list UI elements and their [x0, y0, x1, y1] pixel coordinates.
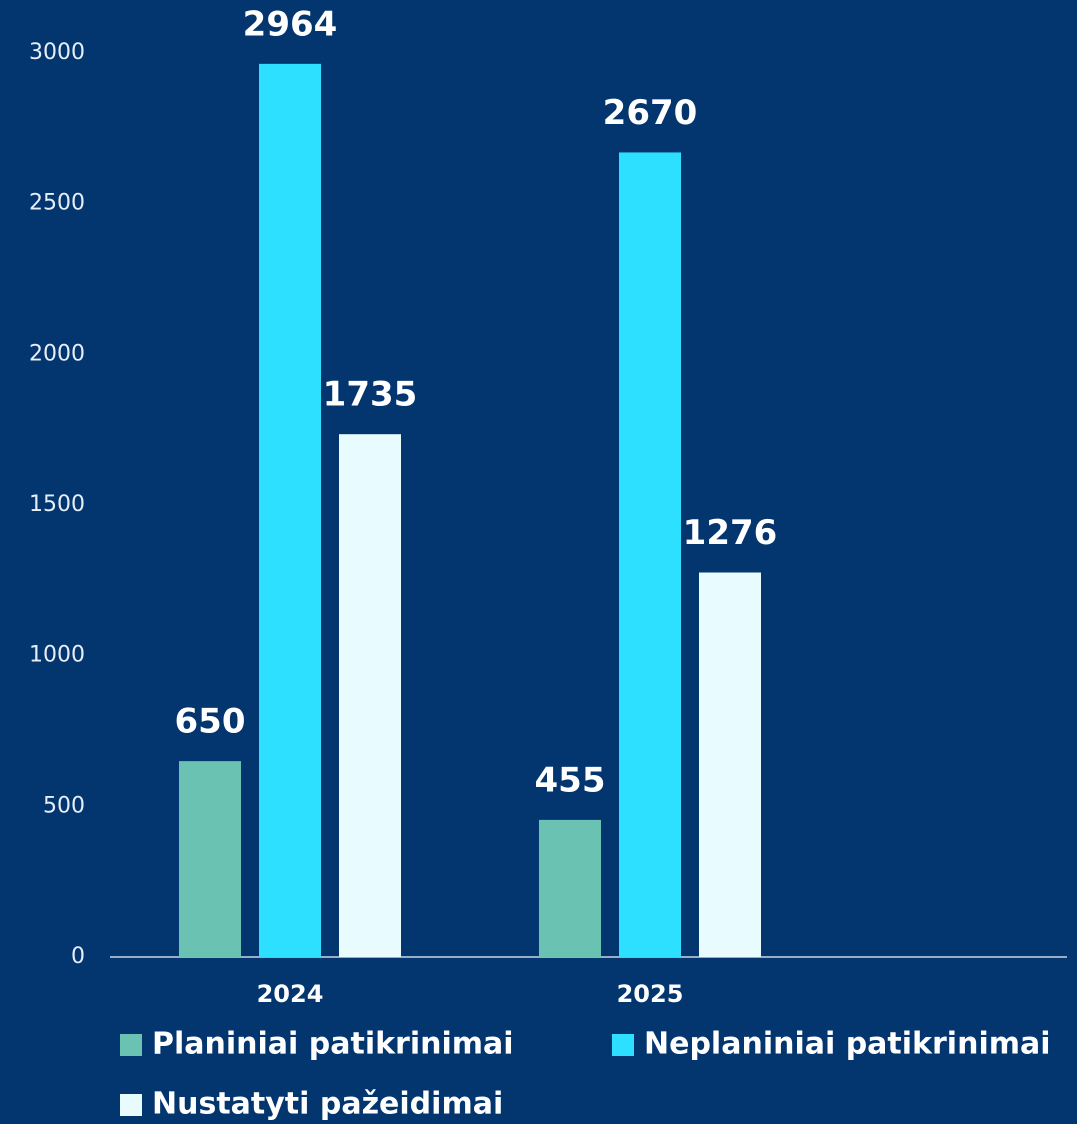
- y-tick-label: 3000: [29, 40, 85, 65]
- bar: [259, 63, 321, 957]
- bar: [699, 572, 761, 957]
- x-tick-label: 2025: [617, 980, 684, 1008]
- legend-label: Neplaniniai patikrinimai: [644, 1027, 1051, 1062]
- legend-swatch: [120, 1094, 142, 1116]
- legend-swatch: [120, 1034, 142, 1056]
- y-tick-label: 2000: [29, 341, 85, 366]
- y-tick-label: 0: [71, 944, 85, 969]
- bar: [619, 152, 681, 957]
- value-label: 1276: [683, 513, 778, 553]
- value-label: 455: [535, 760, 606, 800]
- x-tick-label: 2024: [257, 980, 324, 1008]
- legend-swatch: [612, 1034, 634, 1056]
- y-tick-label: 1000: [29, 643, 85, 668]
- legend-label: Nustatyti pažeidimai: [152, 1087, 503, 1122]
- value-label: 2670: [603, 93, 698, 133]
- value-label: 2964: [243, 4, 338, 44]
- legend-label: Planiniai patikrinimai: [152, 1027, 514, 1062]
- bar: [179, 761, 241, 957]
- y-tick-label: 500: [43, 793, 85, 818]
- y-tick-label: 2500: [29, 191, 85, 216]
- value-label: 650: [175, 702, 246, 742]
- bar: [339, 434, 401, 958]
- value-label: 1735: [323, 375, 418, 415]
- y-tick-label: 1500: [29, 492, 85, 517]
- bar: [539, 819, 601, 957]
